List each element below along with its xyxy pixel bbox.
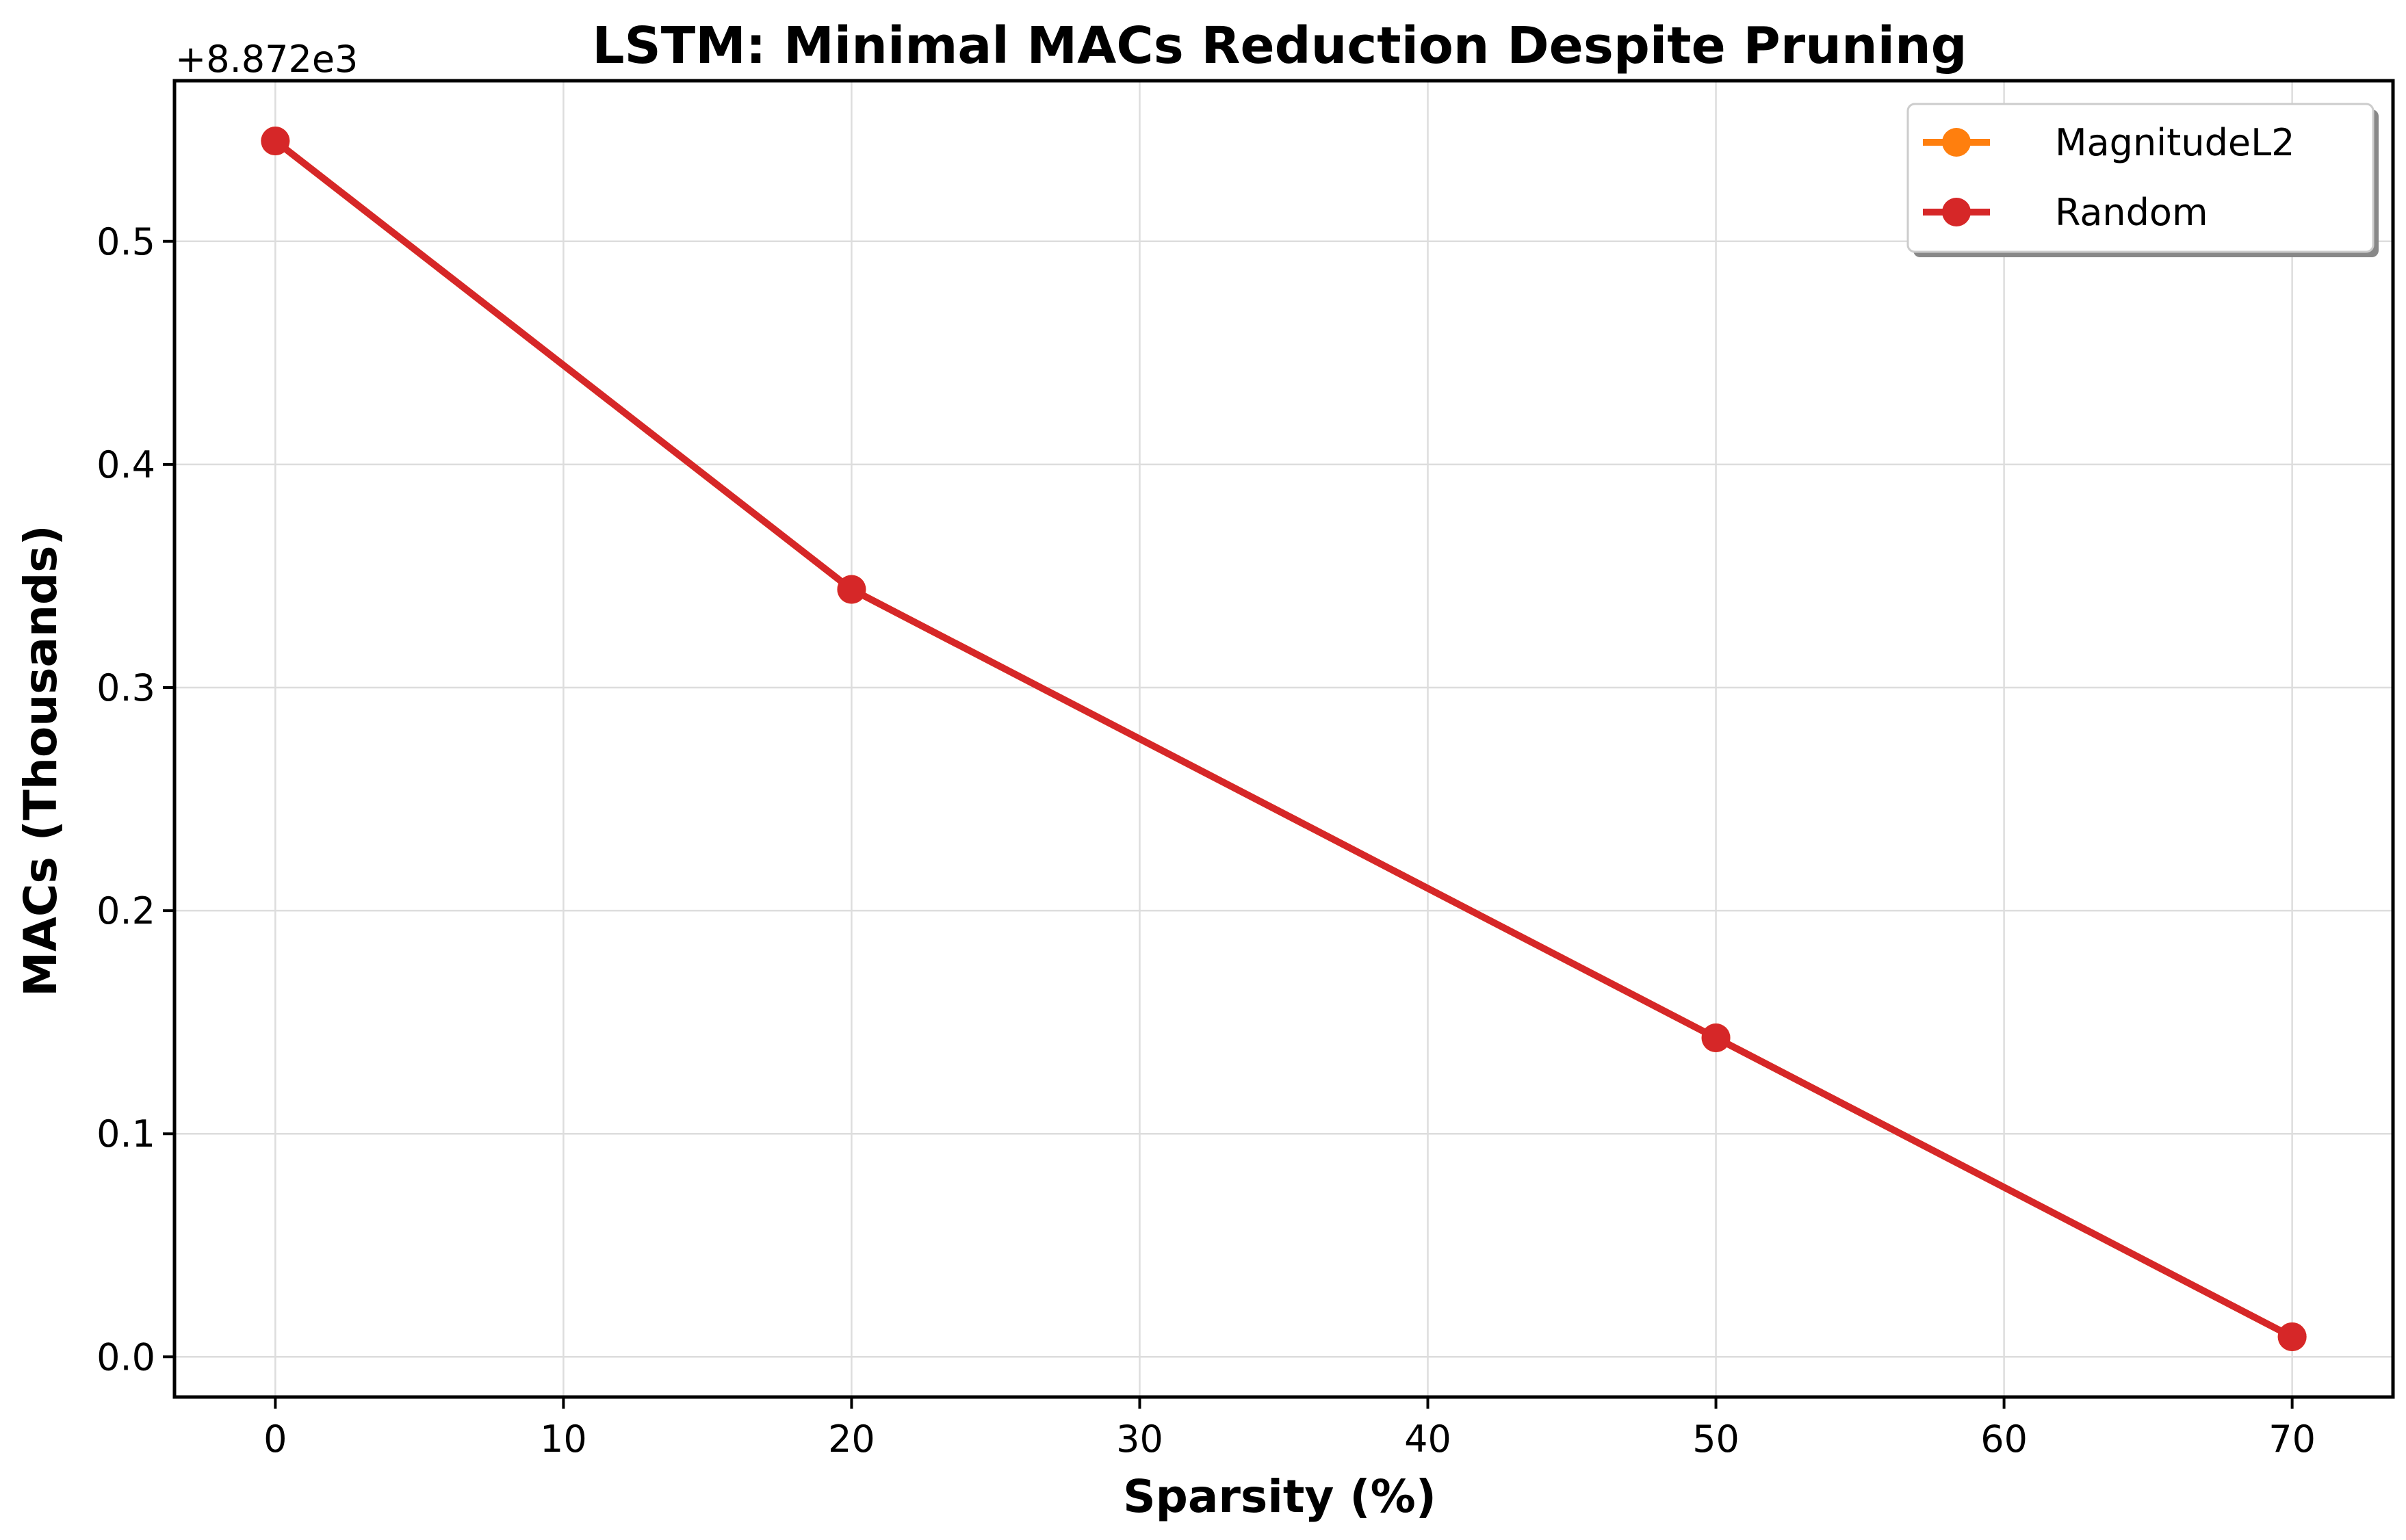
y-tick-label: 0.5: [96, 220, 155, 263]
y-tick-label: 0.4: [96, 443, 155, 486]
x-tick-label: 0: [263, 1418, 287, 1461]
grid: [174, 81, 2393, 1397]
x-tick-label: 50: [1692, 1418, 1739, 1461]
x-tick-label: 70: [2268, 1418, 2316, 1461]
legend-marker: [1942, 198, 1971, 226]
data-point: [837, 575, 866, 604]
x-tick-label: 10: [540, 1418, 587, 1461]
y-tick-label: 0.1: [96, 1112, 155, 1156]
legend-label: MagnitudeL2: [2055, 121, 2295, 164]
data-point: [261, 127, 290, 156]
x-tick-label: 30: [1116, 1418, 1163, 1461]
legend: MagnitudeL2 Random: [1906, 103, 2379, 257]
legend-entry-magnitudel2: MagnitudeL2: [1923, 121, 2295, 164]
legend-marker: [1942, 128, 1971, 157]
ticks: 0 10 20 30 40 50 60 70 0.0 0.1 0.2 0.3 0.4 0.5: [96, 220, 2316, 1461]
y-tick-label: 0.3: [96, 666, 155, 709]
data-point: [2277, 1322, 2307, 1351]
legend-label: Random: [2055, 191, 2208, 234]
y-axis-label: MACs (Thousands): [14, 525, 67, 996]
x-tick-label: 20: [828, 1418, 875, 1461]
data-point: [1701, 1023, 1731, 1052]
series-layer: [261, 127, 2307, 1351]
series-line: [272, 138, 2296, 1340]
y-offset-label: +8.872e3: [175, 38, 358, 81]
y-tick-label: 0.0: [96, 1335, 155, 1379]
x-tick-label: 40: [1404, 1418, 1451, 1461]
x-tick-label: 60: [1980, 1418, 2028, 1461]
legend-entry-random: Random: [1923, 191, 2208, 234]
x-axis-label: Sparsity (%): [1123, 1470, 1436, 1523]
series-random: [261, 127, 2307, 1351]
chart-title: LSTM: Minimal MACs Reduction Despite Pru…: [592, 16, 1967, 75]
plot-frame: [172, 79, 2395, 1399]
legend-box: [1906, 103, 2375, 253]
y-tick-label: 0.2: [96, 889, 155, 932]
